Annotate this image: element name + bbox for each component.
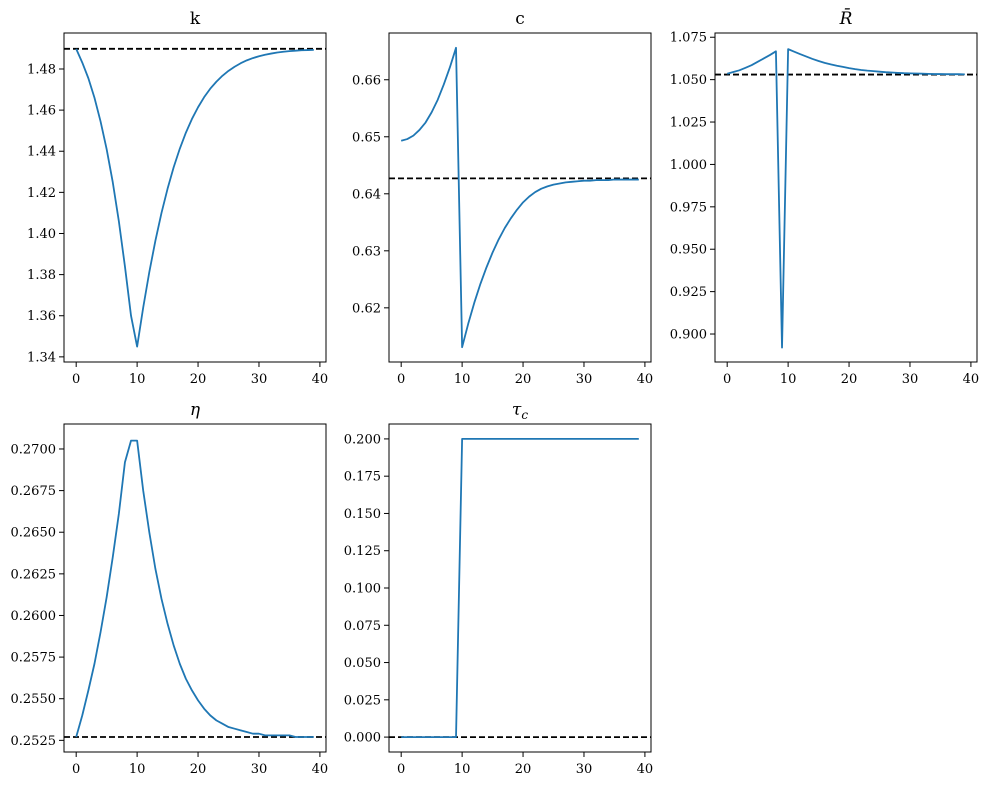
- y-tick-label-tau-c: 0.050: [344, 656, 381, 671]
- x-tick-label-eta: 0: [72, 762, 80, 777]
- y-tick-label-tau-c: 0.100: [344, 582, 381, 597]
- y-tick-label-tau-c: 0.075: [344, 619, 381, 634]
- axes-frame-eta: [63, 423, 327, 753]
- chart-title-r-bar: R̄: [839, 7, 853, 29]
- y-tick-label-c: 0.64: [352, 187, 381, 202]
- x-tick-label-r-bar: 20: [841, 372, 858, 387]
- y-tick-label-k: 1.46: [27, 104, 56, 119]
- y-tick-label-r-bar: 0.925: [670, 285, 707, 300]
- y-tick-label-r-bar: 1.025: [670, 116, 707, 131]
- y-tick-label-eta: 0.2700: [11, 442, 57, 457]
- axes-frame-r-bar: [714, 32, 978, 363]
- y-tick-label-eta: 0.2675: [11, 484, 57, 499]
- x-tick-label-r-bar: 40: [963, 372, 980, 387]
- y-tick-label-k: 1.42: [27, 186, 56, 201]
- x-tick-label-k: 20: [190, 372, 207, 387]
- series-line-k: [75, 48, 314, 348]
- chart-title-k: k: [190, 9, 201, 29]
- chart-title-eta: η: [190, 400, 201, 420]
- y-tick-label-tau-c: 0.175: [344, 470, 381, 485]
- y-tick-label-tau-c: 0.150: [344, 507, 381, 522]
- x-tick-label-eta: 30: [251, 762, 268, 777]
- x-tick-label-tau-c: 40: [637, 762, 654, 777]
- x-tick-label-r-bar: 30: [902, 372, 919, 387]
- x-tick-label-k: 10: [129, 372, 146, 387]
- x-tick-label-c: 0: [397, 372, 405, 387]
- series-line-r-bar: [726, 48, 965, 349]
- y-tick-label-eta: 0.2650: [11, 526, 57, 541]
- y-tick-label-tau-c: 0.125: [344, 544, 381, 559]
- x-tick-label-c: 10: [454, 372, 471, 387]
- y-tick-label-c: 0.62: [352, 301, 381, 316]
- y-tick-label-r-bar: 1.075: [670, 31, 707, 46]
- subplot-r-bar: R̄ 0 10 20 30 40 0.900 0.925 0.950 0.975 1.000 1.02…: [670, 7, 979, 387]
- x-tick-label-eta: 10: [129, 762, 146, 777]
- axes-frame-k: [63, 32, 327, 363]
- subplot-eta: η 0 10 20 30 40 0.2525 0.2550 0.2575 0.2600 0.2625…: [11, 400, 329, 777]
- y-tick-label-eta: 0.2525: [11, 734, 57, 749]
- series-line-tau-c: [401, 438, 639, 738]
- y-tick-label-k: 1.40: [27, 227, 56, 242]
- y-tick-label-k: 1.48: [27, 62, 56, 77]
- chart-title-c: c: [515, 9, 525, 29]
- x-tick-label-c: 30: [576, 372, 593, 387]
- subplot-c: c 0 10 20 30 40 0.62 0.63 0.64 0.65 0.66: [352, 9, 653, 387]
- y-tick-label-k: 1.44: [27, 145, 56, 160]
- axes-frame-c: [388, 32, 652, 363]
- x-tick-label-tau-c: 0: [397, 762, 405, 777]
- x-tick-label-k: 40: [312, 372, 329, 387]
- y-tick-label-r-bar: 1.000: [670, 158, 707, 173]
- chart-title-tau-c: τc: [512, 400, 528, 422]
- subplot-k: k 0 10 20 30 40 1.34 1.36 1.38 1.40 1.42 1.44 1.46 1.…: [27, 9, 328, 387]
- x-tick-label-k: 0: [72, 372, 80, 387]
- x-tick-label-tau-c: 20: [515, 762, 532, 777]
- x-tick-label-eta: 20: [190, 762, 207, 777]
- x-tick-label-k: 30: [251, 372, 268, 387]
- y-tick-label-r-bar: 0.975: [670, 200, 707, 215]
- y-tick-label-r-bar: 1.050: [670, 73, 707, 88]
- subplot-tau-c: τc 0 10 20 30 40 0.000 0.025 0.050 0.075 0.100 0.12…: [344, 400, 653, 777]
- y-tick-label-eta: 0.2575: [11, 651, 57, 666]
- y-tick-label-tau-c: 0.000: [344, 731, 381, 746]
- x-tick-label-tau-c: 10: [454, 762, 471, 777]
- x-tick-label-c: 20: [515, 372, 532, 387]
- y-tick-label-k: 1.38: [27, 268, 56, 283]
- y-tick-label-k: 1.34: [27, 350, 56, 365]
- y-tick-label-tau-c: 0.200: [344, 432, 381, 447]
- series-line-eta: [75, 439, 314, 738]
- y-tick-label-k: 1.36: [27, 309, 56, 324]
- x-tick-label-eta: 40: [312, 762, 329, 777]
- x-tick-label-r-bar: 0: [723, 372, 731, 387]
- x-tick-label-r-bar: 10: [780, 372, 797, 387]
- x-tick-label-tau-c: 30: [576, 762, 593, 777]
- y-tick-label-r-bar: 0.900: [670, 328, 707, 343]
- y-tick-label-tau-c: 0.025: [344, 693, 381, 708]
- y-tick-label-c: 0.66: [352, 73, 381, 88]
- y-tick-label-r-bar: 0.950: [670, 243, 707, 258]
- series-line-c: [400, 46, 639, 349]
- y-tick-label-eta: 0.2600: [11, 609, 57, 624]
- y-tick-label-eta: 0.2550: [11, 692, 57, 707]
- x-tick-label-c: 40: [637, 372, 654, 387]
- y-tick-label-c: 0.63: [352, 244, 381, 259]
- y-tick-label-eta: 0.2625: [11, 567, 57, 582]
- axes-frame-tau-c: [388, 423, 652, 753]
- y-tick-label-c: 0.65: [352, 130, 381, 145]
